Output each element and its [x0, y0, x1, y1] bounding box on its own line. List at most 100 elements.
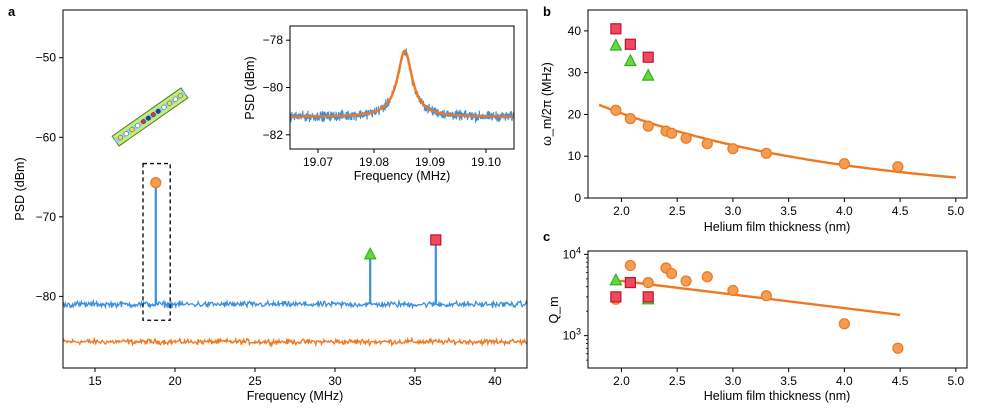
- panel-a-y-ticks: −80 −70 −60 −50: [36, 51, 63, 303]
- inset-fit-curve: [290, 49, 514, 118]
- panel-b-point-square: [642, 51, 654, 63]
- panel-c-x-tick-label: 3.0: [725, 374, 742, 388]
- panel-a-x-tick-label: 40: [488, 374, 502, 388]
- panel-a-x-tick-label: 15: [88, 374, 102, 388]
- panel-b-point-circle: [892, 161, 904, 173]
- background-trace-line: [62, 336, 528, 349]
- panel-b-point-triangle: [623, 53, 637, 67]
- panel-c-ylabel: Q_m: [547, 296, 561, 323]
- panel-b-y-tick-label: 30: [568, 66, 582, 80]
- panel-b-x-tick-label: 2.0: [613, 204, 630, 218]
- panel-c-point-circle: [838, 318, 850, 330]
- inset-ylabel: PSD (dBm): [243, 56, 257, 119]
- panel-b-point-circle: [666, 127, 678, 139]
- panel-b-point-square: [624, 38, 636, 50]
- panel-c-x-tick-label: 2.5: [669, 374, 686, 388]
- panel-c-point-circle: [701, 271, 713, 283]
- panel-c-x-tick-label: 5.0: [948, 374, 965, 388]
- panel-c-x-tick-label: 2.0: [613, 374, 630, 388]
- panel-c-point-square: [610, 291, 622, 303]
- inset-x-tick-label: 19.10: [471, 155, 501, 169]
- panel-a-x-ticks: 15 20 25 30 35 40: [88, 368, 502, 388]
- panel-c-point-square: [642, 291, 654, 303]
- panel-c-y-ticks: 103 104: [563, 245, 588, 361]
- panel-c-point-circle: [727, 284, 739, 297]
- panel-b-x-ticks: 2.0 2.5 3.0 3.5 4.0 4.5 5.0: [613, 198, 965, 218]
- inset-y-tick-label: −78: [263, 33, 284, 47]
- panel-b-plot: [598, 23, 957, 179]
- panel-b-y-tick-label: 10: [568, 149, 582, 163]
- panel-b-x-tick-label: 3.5: [780, 204, 797, 218]
- panel-c-point-circle: [760, 290, 772, 302]
- inset-y-ticks: −82 −80 −78: [263, 33, 290, 142]
- panel-a-y-tick-label: −50: [36, 51, 57, 65]
- inset-background: [290, 26, 514, 149]
- panel-c-point-circle: [892, 342, 904, 354]
- panel-b-point-circle: [680, 132, 692, 144]
- device-illustration: [111, 87, 189, 147]
- panel-a-ylabel: PSD (dBm): [13, 157, 27, 220]
- inset-y-tick-label: −80: [263, 81, 284, 95]
- panel-b-frame: [587, 9, 968, 199]
- panel-b-letter: b: [543, 4, 551, 19]
- inset-y-tick-label: −82: [263, 128, 284, 142]
- panel-c-point-triangle: [609, 272, 623, 286]
- panel-a-x-tick-label: 30: [328, 374, 342, 388]
- peak-marker-square: [430, 234, 442, 246]
- panel-c-y-tick-label: 103: [563, 327, 581, 343]
- panel-b-x-tick-label: 3.0: [725, 204, 742, 218]
- panel-b-y-tick-label: 20: [568, 107, 582, 121]
- panel-b-point-triangle: [641, 68, 655, 81]
- inset-x-ticks: 19.07 19.08 19.09 19.10: [303, 149, 501, 169]
- panel-b-y-tick-label: 0: [574, 191, 581, 205]
- panel-a-y-tick-label: −70: [36, 210, 57, 224]
- panel-c-x-tick-label: 3.5: [780, 374, 797, 388]
- panel-b-x-tick-label: 2.5: [669, 204, 686, 218]
- panel-b-ylabel: ω_m/2π (MHz): [540, 62, 554, 146]
- panel-a-frame: [62, 9, 528, 369]
- panel-c-frame: [587, 250, 968, 369]
- panel-b-x-tick-label: 4.5: [892, 204, 909, 218]
- panel-b-y-tick-label: 40: [568, 24, 582, 38]
- inset-x-tick-label: 19.09: [415, 155, 445, 169]
- peak-highlight-box: [142, 162, 171, 321]
- panel-b-point-triangle: [609, 38, 623, 51]
- panel-a-x-tick-label: 25: [248, 374, 262, 388]
- panel-b-point-square: [610, 23, 622, 35]
- panel-c-point-circle: [680, 275, 692, 287]
- peak-marker-circle: [150, 177, 162, 189]
- panel-a-y-tick-label: −80: [36, 289, 57, 303]
- panel-b-point-circle: [610, 104, 622, 116]
- panel-c-x-tick-label: 4.5: [892, 374, 909, 388]
- panel-c-x-ticks: 2.0 2.5 3.0 3.5 4.0 4.5 5.0: [613, 368, 965, 388]
- panel-c-point-circle: [624, 259, 636, 272]
- panel-c-y-tick-label: 104: [563, 245, 581, 261]
- panel-a-letter: a: [8, 4, 16, 19]
- panel-a-xlabel: Frequency (MHz): [247, 389, 344, 403]
- panel-c-plot: [609, 259, 904, 354]
- panel-b-point-circle: [838, 158, 850, 170]
- inset-xlabel: Frequency (MHz): [354, 169, 451, 183]
- panel-a-x-tick-label: 20: [168, 374, 182, 388]
- panel-c-point-circle: [666, 267, 678, 280]
- panel-c-x-tick-label: 4.0: [836, 374, 853, 388]
- panel-c-point-square: [624, 276, 636, 289]
- panel-c-fit-line: [615, 279, 901, 317]
- signal-trace-line: [62, 298, 528, 310]
- inset-x-tick-label: 19.07: [303, 155, 333, 169]
- panel-b-x-tick-label: 4.0: [836, 204, 853, 218]
- panel-b-point-circle: [624, 113, 636, 125]
- panel-a-y-tick-label: −60: [36, 130, 57, 144]
- inset-plot: [289, 48, 515, 124]
- panel-b-x-tick-label: 5.0: [948, 204, 965, 218]
- peak-marker-triangle: [363, 246, 377, 260]
- panel-b-point-circle: [701, 138, 713, 150]
- panel-a-x-tick-label: 35: [408, 374, 422, 388]
- panel-b-xlabel: Helium film thickness (nm): [704, 220, 851, 234]
- panel-b-point-circle: [642, 120, 654, 132]
- panel-b-point-circle: [760, 147, 772, 159]
- panel-a-plot: [62, 162, 528, 349]
- panel-b-point-circle: [727, 143, 739, 155]
- panel-c-point-circle: [642, 276, 654, 289]
